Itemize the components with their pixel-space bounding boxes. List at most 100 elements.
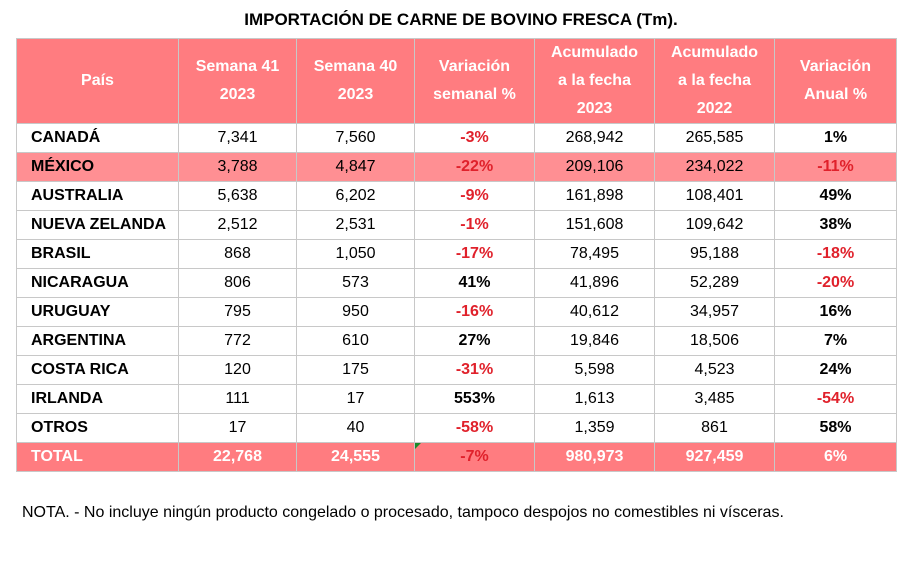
- cell-country: OTROS: [16, 413, 179, 443]
- header-acumulado-2022: Acumulado a la fecha 2022: [654, 38, 775, 124]
- header-semana-41: Semana 41 2023: [178, 38, 297, 124]
- cell-country: IRLANDA: [16, 384, 179, 414]
- cell-variacion-anual: 24%: [774, 355, 897, 385]
- cell-semana-41: 111: [178, 384, 297, 414]
- cell-variacion-semanal: 27%: [414, 326, 535, 356]
- cell-semana-40: 40: [296, 413, 415, 443]
- cell-acumulado-2022: 95,188: [654, 239, 775, 269]
- cell-variacion-anual: 49%: [774, 181, 897, 211]
- cell-variacion-anual: -54%: [774, 384, 897, 414]
- cell-semana-40: 1,050: [296, 239, 415, 269]
- cell-acumulado-2023: 161,898: [534, 181, 655, 211]
- header-row: País Semana 41 2023 Semana 40 2023 Variaci…: [16, 38, 897, 124]
- cell-semana-40: 4,847: [296, 152, 415, 182]
- cell-acumulado-2023: 1,613: [534, 384, 655, 414]
- cell-semana-40: 2,531: [296, 210, 415, 240]
- cell-acumulado-2023: 40,612: [534, 297, 655, 327]
- cell-semana-41: 772: [178, 326, 297, 356]
- total-variacion-semanal: -7%: [414, 442, 535, 472]
- cell-semana-41: 795: [178, 297, 297, 327]
- cell-acumulado-2022: 34,957: [654, 297, 775, 327]
- header-acumulado-2023: Acumulado a la fecha 2023: [534, 38, 655, 124]
- cell-variacion-anual: -11%: [774, 152, 897, 182]
- header-line: a la fecha: [558, 72, 631, 89]
- cell-acumulado-2023: 19,846: [534, 326, 655, 356]
- total-acumulado-2022: 927,459: [654, 442, 775, 472]
- table-row: CANADÁ 7,341 7,560 -3% 268,942 265,585 1%: [16, 123, 897, 153]
- cell-variacion-semanal: -16%: [414, 297, 535, 327]
- table-body: CANADÁ 7,341 7,560 -3% 268,942 265,585 1% MÉXIC…: [16, 123, 897, 472]
- cell-country: COSTA RICA: [16, 355, 179, 385]
- table-row: AUSTRALIA 5,638 6,202 -9% 161,898 108,401 49%: [16, 181, 897, 211]
- cell-variacion-semanal: -9%: [414, 181, 535, 211]
- total-semana-41: 22,768: [178, 442, 297, 472]
- cell-acumulado-2023: 78,495: [534, 239, 655, 269]
- cell-acumulado-2023: 151,608: [534, 210, 655, 240]
- cell-variacion-semanal: -3%: [414, 123, 535, 153]
- cell-acumulado-2022: 3,485: [654, 384, 775, 414]
- table-row: OTROS 17 40 -58% 1,359 861 58%: [16, 413, 897, 443]
- cell-variacion-semanal: 41%: [414, 268, 535, 298]
- cell-variacion-anual: 16%: [774, 297, 897, 327]
- import-table: País Semana 41 2023 Semana 40 2023 Variaci…: [16, 38, 897, 472]
- cell-semana-41: 868: [178, 239, 297, 269]
- cell-variacion-semanal: -31%: [414, 355, 535, 385]
- header-pais: País: [16, 38, 179, 124]
- total-row: TOTAL 22,768 24,555 -7% 980,973 927,459 …: [16, 442, 897, 472]
- header-line: Anual %: [803, 86, 868, 103]
- table-row: BRASIL 868 1,050 -17% 78,495 95,188 -18%: [16, 239, 897, 269]
- cell-semana-41: 806: [178, 268, 297, 298]
- cell-variacion-anual: 7%: [774, 326, 897, 356]
- table-row: ARGENTINA 772 610 27% 19,846 18,506 7%: [16, 326, 897, 356]
- cell-acumulado-2022: 861: [654, 413, 775, 443]
- header-variacion-anual: Variación Anual %: [774, 38, 897, 124]
- header-line: Variación: [799, 58, 872, 75]
- cell-acumulado-2022: 234,022: [654, 152, 775, 182]
- cell-acumulado-2022: 108,401: [654, 181, 775, 211]
- cell-variacion-anual: 58%: [774, 413, 897, 443]
- cell-semana-40: 7,560: [296, 123, 415, 153]
- cell-variacion-semanal: -58%: [414, 413, 535, 443]
- cell-acumulado-2022: 109,642: [654, 210, 775, 240]
- total-semana-40: 24,555: [296, 442, 415, 472]
- cell-semana-40: 6,202: [296, 181, 415, 211]
- total-variacion-semanal-value: -7%: [460, 448, 489, 465]
- cell-country: NICARAGUA: [16, 268, 179, 298]
- table-row: IRLANDA 111 17 553% 1,613 3,485 -54%: [16, 384, 897, 414]
- cell-semana-40: 175: [296, 355, 415, 385]
- cell-semana-40: 573: [296, 268, 415, 298]
- cell-country: URUGUAY: [16, 297, 179, 327]
- cell-variacion-anual: 38%: [774, 210, 897, 240]
- table-row: COSTA RICA 120 175 -31% 5,598 4,523 24%: [16, 355, 897, 385]
- cell-acumulado-2022: 4,523: [654, 355, 775, 385]
- total-label: TOTAL: [16, 442, 179, 472]
- cell-acumulado-2022: 52,289: [654, 268, 775, 298]
- total-variacion-anual: 6%: [774, 442, 897, 472]
- header-line: semanal %: [433, 86, 516, 103]
- cell-acumulado-2022: 18,506: [654, 326, 775, 356]
- header-line: País: [81, 72, 114, 89]
- cell-semana-40: 17: [296, 384, 415, 414]
- cell-variacion-anual: -20%: [774, 268, 897, 298]
- cell-semana-41: 3,788: [178, 152, 297, 182]
- cell-semana-41: 2,512: [178, 210, 297, 240]
- cell-acumulado-2023: 5,598: [534, 355, 655, 385]
- cell-marker-icon: [415, 443, 421, 449]
- header-line: 2023: [219, 86, 256, 103]
- cell-country: AUSTRALIA: [16, 181, 179, 211]
- cell-variacion-semanal: 553%: [414, 384, 535, 414]
- header-variacion-semanal: Variación semanal %: [414, 38, 535, 124]
- cell-acumulado-2023: 1,359: [534, 413, 655, 443]
- cell-country: NUEVA ZELANDA: [16, 210, 179, 240]
- header-line: Semana 40: [313, 58, 398, 75]
- cell-semana-40: 950: [296, 297, 415, 327]
- total-acumulado-2023: 980,973: [534, 442, 655, 472]
- cell-semana-41: 7,341: [178, 123, 297, 153]
- cell-country: CANADÁ: [16, 123, 179, 153]
- header-line: 2023: [337, 86, 374, 103]
- cell-variacion-anual: -18%: [774, 239, 897, 269]
- cell-acumulado-2023: 41,896: [534, 268, 655, 298]
- header-line: 2022: [696, 100, 733, 117]
- header-line: 2023: [576, 100, 613, 117]
- cell-semana-41: 120: [178, 355, 297, 385]
